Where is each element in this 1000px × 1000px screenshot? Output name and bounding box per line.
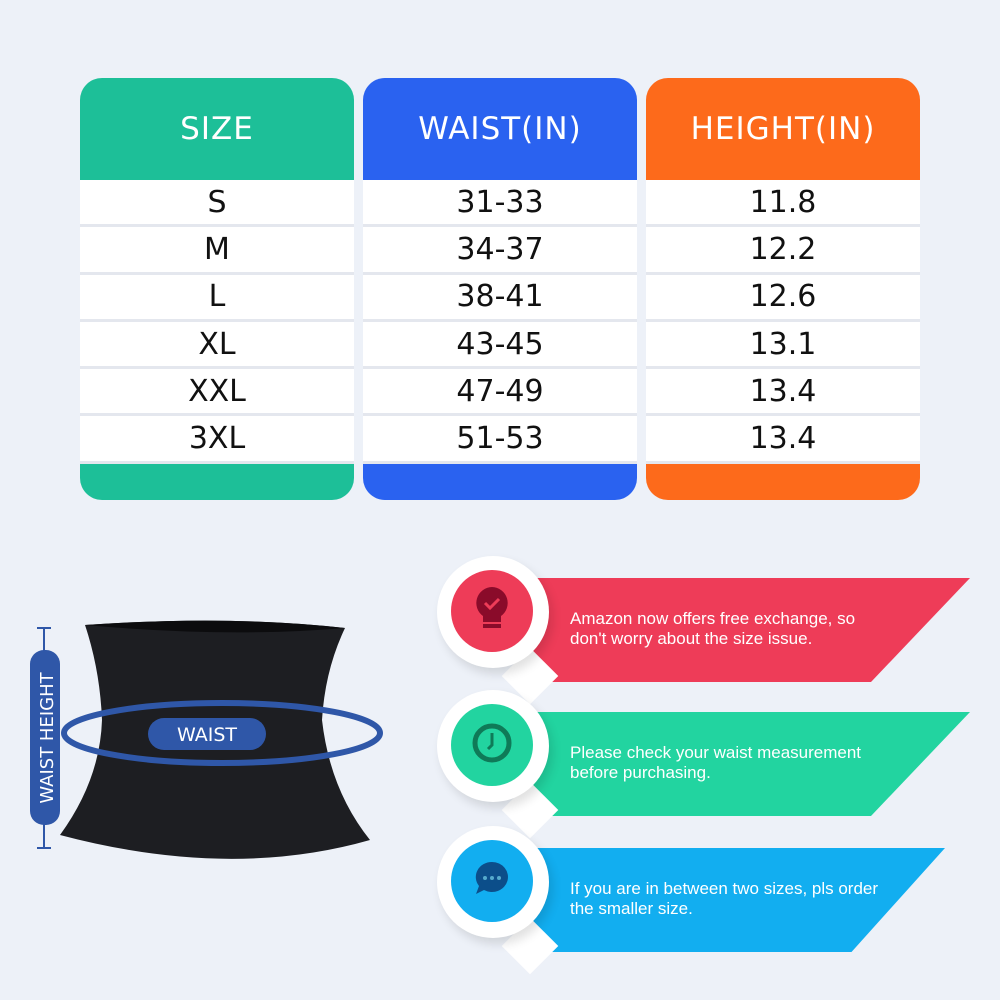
table-cell: XXL	[80, 369, 354, 417]
table-cell: L	[80, 274, 354, 322]
table-cell: M	[80, 227, 354, 275]
waist-height-label: WAIST HEIGHT	[37, 671, 58, 803]
waist-trainer-diagram: WAIST WAIST HEIGHT	[30, 620, 383, 859]
clock-icon	[470, 721, 514, 769]
tip-text: Please check your waist measurement	[570, 743, 862, 762]
column-header: HEIGHT(IN)	[690, 111, 876, 147]
table-cell: 51-53	[363, 416, 637, 464]
column-heightin: HEIGHT(IN) 11.8 12.2 12.6 13.1 13.4 13.4	[646, 78, 920, 500]
table-cell: 12.6	[646, 274, 920, 322]
waist-label: WAIST	[177, 724, 237, 746]
tip-text: don't worry about the size issue.	[570, 629, 813, 648]
lightbulb-check-icon	[472, 585, 512, 637]
table-cell: S	[80, 180, 354, 228]
table-cell: XL	[80, 321, 354, 370]
tip-text: If you are in between two sizes, pls ord…	[570, 879, 879, 898]
column-header: SIZE	[180, 111, 254, 147]
table-cell: 34-37	[363, 227, 637, 275]
tip-text: Amazon now offers free exchange, so	[570, 609, 856, 628]
column-size: SIZE S M L XL XXL 3XL	[80, 78, 354, 500]
column-header: WAIST(IN)	[418, 111, 582, 147]
waist-circle	[61, 700, 383, 766]
table-cell: 13.4	[646, 369, 920, 417]
tip-text: before purchasing.	[570, 763, 711, 782]
table-cell: 31-33	[363, 180, 637, 228]
column-waistin: WAIST(IN) 31-33 34-37 38-41 43-45 47-49 51-53	[363, 78, 637, 500]
table-cell: 38-41	[363, 274, 637, 322]
chat-bubble-icon	[472, 859, 512, 903]
table-cell: 12.2	[646, 227, 920, 275]
table-cell: 13.4	[646, 416, 920, 464]
tip-text: the smaller size.	[570, 899, 693, 918]
table-cell: 3XL	[80, 416, 354, 464]
table-cell: 43-45	[363, 321, 637, 370]
table-cell: 13.1	[646, 321, 920, 370]
table-cell: 47-49	[363, 369, 637, 417]
table-cell: 11.8	[646, 180, 920, 228]
